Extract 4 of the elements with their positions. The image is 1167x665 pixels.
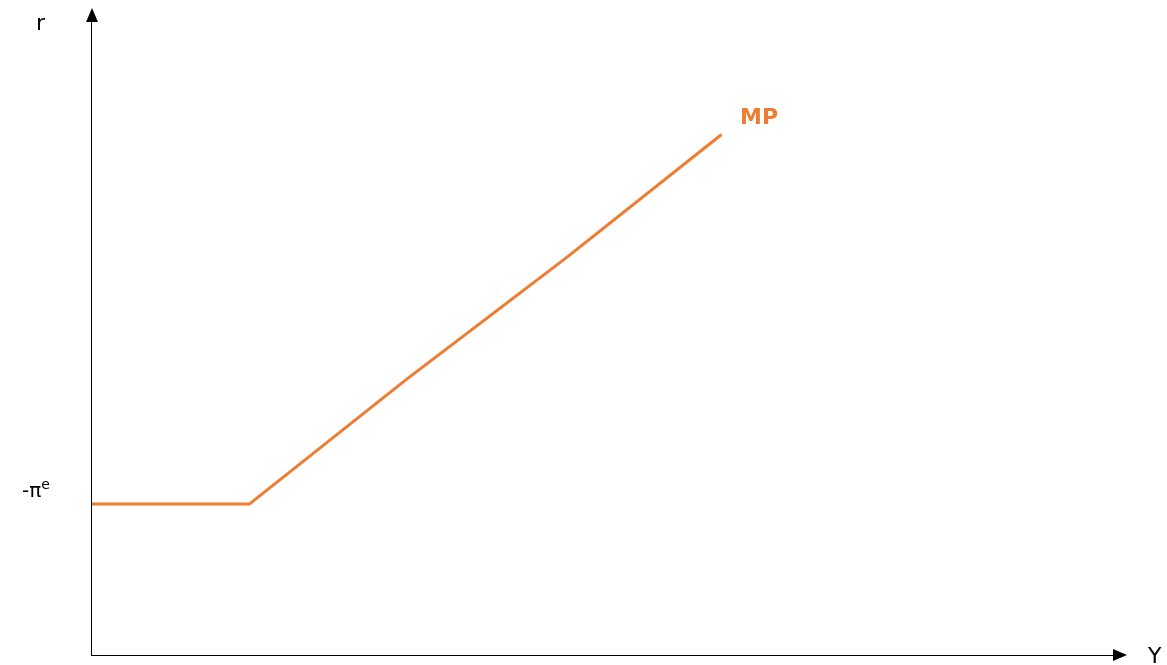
series-label: MP xyxy=(740,104,779,129)
x-axis-title: Y xyxy=(1147,643,1162,665)
y-axis-title: r xyxy=(36,10,46,35)
text: -π$^{e}$ xyxy=(22,476,50,503)
